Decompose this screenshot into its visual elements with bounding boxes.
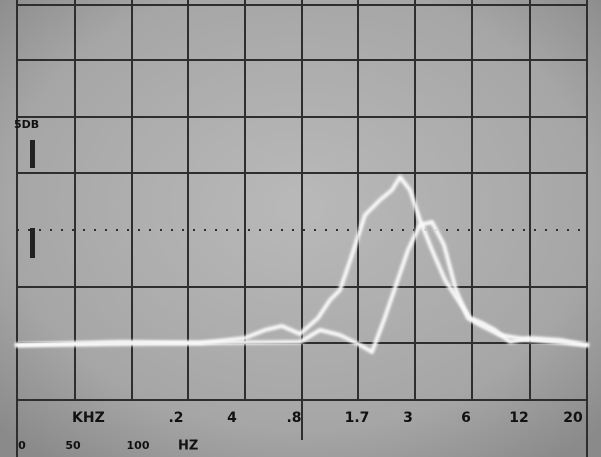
hz-tick: 0: [18, 439, 26, 452]
khz-tick: 4: [227, 410, 237, 426]
scale-label: 5DB: [14, 118, 39, 131]
hz-tick: 100: [127, 439, 150, 452]
khz-tick: 3: [403, 410, 413, 426]
khz-label: KHZ: [72, 410, 105, 426]
traces: [15, 175, 589, 354]
khz-tick: 1.7: [345, 410, 370, 426]
khz-tick: 6: [461, 410, 471, 426]
khz-tick: 20: [563, 410, 583, 426]
hz-tick: 50: [65, 439, 81, 452]
khz-tick: .8: [286, 410, 301, 426]
hz-label: HZ: [178, 439, 198, 454]
khz-tick: 12: [509, 410, 528, 426]
khz-tick: .2: [168, 410, 183, 426]
